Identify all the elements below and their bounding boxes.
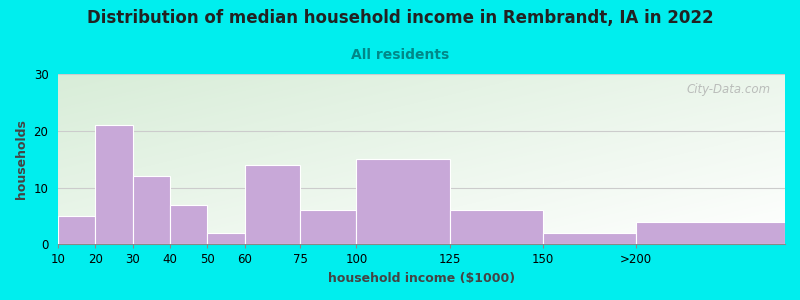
Bar [636, 222, 785, 244]
Bar [95, 125, 133, 244]
Text: City-Data.com: City-Data.com [686, 82, 770, 95]
Bar [133, 176, 170, 244]
Bar [207, 233, 245, 244]
Bar [58, 216, 95, 244]
Y-axis label: households: households [15, 119, 28, 199]
X-axis label: household income ($1000): household income ($1000) [328, 272, 515, 285]
Bar [301, 210, 356, 244]
Bar [245, 165, 301, 244]
Bar [170, 205, 207, 244]
Bar [450, 210, 542, 244]
Text: Distribution of median household income in Rembrandt, IA in 2022: Distribution of median household income … [86, 9, 714, 27]
Bar [542, 233, 636, 244]
Text: All residents: All residents [351, 48, 449, 62]
Bar [356, 159, 450, 244]
